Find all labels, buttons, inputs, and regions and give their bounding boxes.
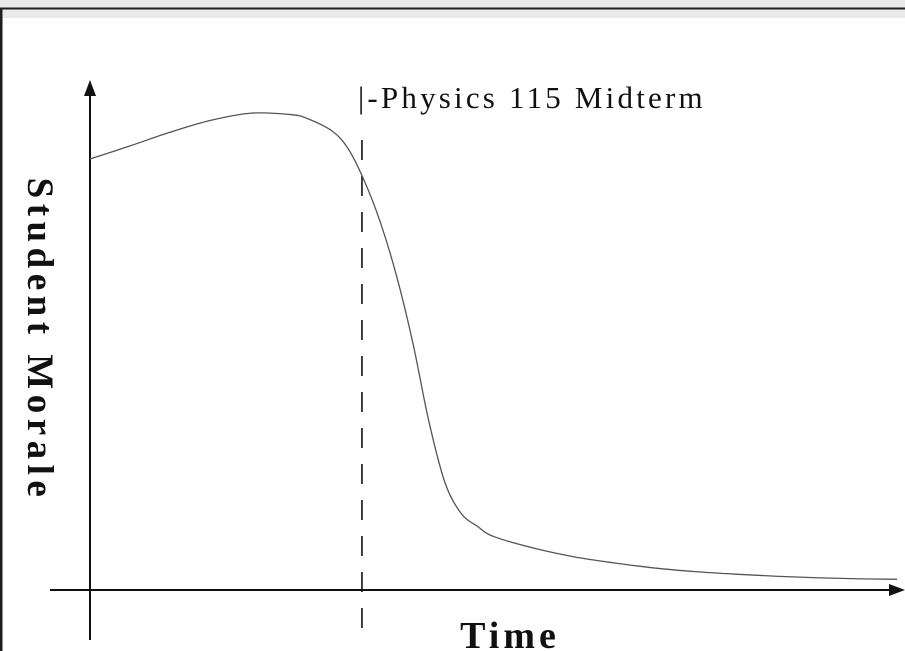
- x-axis-label: Time: [460, 615, 560, 651]
- midterm-annotation: |-Physics 115 Midterm: [358, 80, 706, 115]
- x-axis-arrow: [889, 584, 905, 596]
- y-axis-arrow: [84, 80, 96, 96]
- series-line-morale: [89, 112, 898, 580]
- y-axis-label: Student Morale: [19, 178, 60, 503]
